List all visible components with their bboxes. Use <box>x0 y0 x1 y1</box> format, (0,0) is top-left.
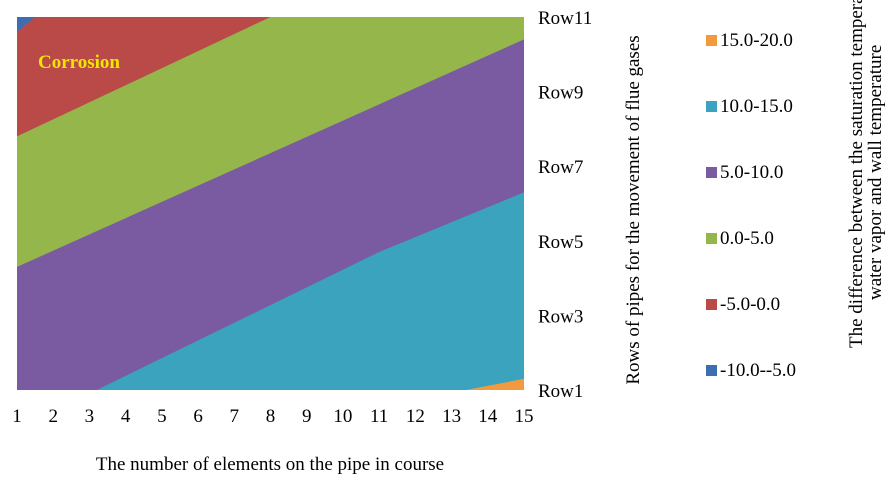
y-axis-title: Rows of pipes for the movement of flue g… <box>623 35 644 384</box>
x-tick-label: 7 <box>230 406 240 427</box>
legend: 15.0-20.0 10.0-15.0 5.0-10.0 0.0-5.0 -5.0-0.… <box>706 30 796 381</box>
x-tick-label: 2 <box>48 406 58 427</box>
x-tick-label: 4 <box>121 406 131 427</box>
band-10-15 <box>96 192 525 390</box>
x-tick-label: 12 <box>406 406 425 427</box>
y-tick-label: Row7 <box>538 157 583 178</box>
x-tick-label: 6 <box>193 406 203 427</box>
x-tick-label: 15 <box>515 406 534 427</box>
y-axis-ticks: Row1 Row3 Row5 Row7 Row9 Row11 <box>538 8 592 402</box>
legend-label: 0.0-5.0 <box>720 228 774 249</box>
x-tick-label: 10 <box>333 406 352 427</box>
legend-swatch <box>706 365 717 376</box>
band-neg10-neg5 <box>17 17 36 32</box>
x-axis-ticks: 1 2 3 4 5 6 7 8 9 10 11 12 13 14 15 <box>12 406 533 427</box>
legend-swatch <box>706 299 717 310</box>
legend-label: 5.0-10.0 <box>720 162 783 183</box>
x-tick-label: 8 <box>266 406 276 427</box>
y-tick-label: Row1 <box>538 381 583 402</box>
y-tick-label: Row3 <box>538 306 583 327</box>
y-tick-label: Row5 <box>538 232 583 253</box>
legend-label: -10.0--5.0 <box>720 360 796 381</box>
legend-title: The difference between the saturation te… <box>846 0 886 348</box>
legend-title-line1: The difference between the saturation te… <box>846 0 867 348</box>
legend-label: 10.0-15.0 <box>720 96 793 117</box>
corrosion-annotation: Corrosion <box>38 52 120 73</box>
x-tick-label: 9 <box>302 406 312 427</box>
x-tick-label: 14 <box>478 406 498 427</box>
legend-swatch <box>706 233 717 244</box>
y-tick-label: Row11 <box>538 8 592 29</box>
legend-swatch <box>706 167 717 178</box>
x-tick-label: 13 <box>442 406 461 427</box>
y-tick-label: Row9 <box>538 83 583 104</box>
x-tick-label: 11 <box>370 406 388 427</box>
band-15-20 <box>466 378 524 390</box>
x-tick-label: 5 <box>157 406 167 427</box>
legend-swatch <box>706 35 717 46</box>
legend-label: 15.0-20.0 <box>720 30 793 51</box>
legend-label: -5.0-0.0 <box>720 294 780 315</box>
x-axis-title: The number of elements on the pipe in co… <box>96 454 444 475</box>
x-tick-label: 3 <box>85 406 95 427</box>
legend-title-line2: water vapor and wall temperature <box>865 45 886 300</box>
legend-swatch <box>706 101 717 112</box>
x-tick-label: 1 <box>12 406 22 427</box>
plot-area <box>17 17 525 390</box>
